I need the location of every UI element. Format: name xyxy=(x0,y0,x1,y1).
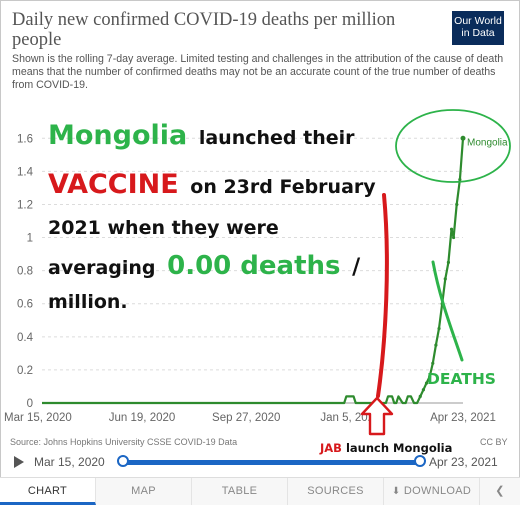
chart-subtitle: Shown is the rolling 7-day average. Limi… xyxy=(12,53,504,91)
timeline-start-label: Mar 15, 2020 xyxy=(34,455,105,469)
series-line-mongolia xyxy=(42,138,465,405)
series-point xyxy=(434,343,438,347)
red-arrow-line xyxy=(376,193,389,398)
series-point xyxy=(458,178,462,182)
series-point xyxy=(455,202,459,207)
series-point xyxy=(431,361,435,365)
timeline-slider[interactable] xyxy=(122,460,420,465)
tab-bar: CHART MAP TABLE SOURCES ⬇ DOWNLOAD ❮ xyxy=(0,477,520,505)
y-tick-label: 0 xyxy=(27,398,33,410)
up-arrow-icon xyxy=(360,396,394,436)
share-button[interactable]: ❮ xyxy=(480,478,520,505)
play-icon[interactable] xyxy=(14,456,24,468)
series-point xyxy=(449,227,454,231)
series-point xyxy=(424,381,429,385)
y-tick-label: 1.6 xyxy=(17,133,33,145)
timeline-start-handle[interactable] xyxy=(117,455,129,467)
tab-download[interactable]: ⬇ DOWNLOAD xyxy=(384,478,480,505)
annotation-line-3: 2021 when they were xyxy=(48,217,279,239)
series-point xyxy=(418,394,422,398)
series-point xyxy=(428,374,432,379)
series-end-label: Mongolia xyxy=(467,137,508,148)
series-point xyxy=(452,235,456,240)
series-end-point xyxy=(460,135,466,141)
y-tick-label: 1.4 xyxy=(17,166,34,178)
tab-map[interactable]: MAP xyxy=(96,478,192,505)
owid-logo[interactable]: Our World in Data xyxy=(452,11,504,45)
annotation-averaging: averaging 0.00 deaths / xyxy=(48,251,361,281)
annotation-country: Mongolia launched their xyxy=(48,120,355,151)
timeline-end-label: Apr 23, 2021 xyxy=(429,455,498,469)
license-badge[interactable]: CC BY xyxy=(480,437,508,447)
series-point xyxy=(446,260,451,264)
y-tick-label: 1.2 xyxy=(17,199,33,211)
series-point xyxy=(443,277,447,281)
jab-launch-label: JAB launch Mongolia xyxy=(320,441,453,455)
y-tick-label: 1 xyxy=(27,233,33,245)
annotation-vaccine: VACCINE on 23rd February xyxy=(48,169,376,200)
y-tick-label: 0.2 xyxy=(17,365,33,377)
share-icon: ❮ xyxy=(495,485,505,497)
y-axis: 0 0.2 0.4 0.6 0.8 1 1.2 1.4 1.6 xyxy=(17,133,34,410)
series-point xyxy=(437,326,441,331)
source-note[interactable]: Source: Johns Hopkins University CSSE CO… xyxy=(10,437,238,447)
series-layer: Mongolia xyxy=(42,135,508,405)
y-tick-label: 0.8 xyxy=(17,266,33,278)
y-tick-label: 0.4 xyxy=(17,332,34,344)
deaths-label: DEATHS xyxy=(427,370,496,388)
mongolia-circle xyxy=(395,109,511,183)
logo-line-2: in Data xyxy=(461,27,495,39)
download-icon: ⬇ xyxy=(391,486,401,497)
annotation-overlay: Mongolia launched their VACCINE on 23rd … xyxy=(48,109,511,436)
chart-plot: 0 0.2 0.4 0.6 0.8 1 1.2 1.4 1.6 Mar 15, 2020 Jun … xyxy=(4,109,511,436)
tab-chart[interactable]: CHART xyxy=(0,478,96,505)
chart-title: Daily new confirmed COVID-19 deaths per … xyxy=(12,10,396,50)
x-tick-label: Mar 15, 2020 xyxy=(4,412,72,424)
logo-line-1: Our World xyxy=(454,15,502,27)
x-tick-label: Apr 23, 2021 xyxy=(430,412,496,424)
x-tick-label: Sep 27, 2020 xyxy=(212,412,280,424)
tab-table[interactable]: TABLE xyxy=(192,478,288,505)
x-axis: Mar 15, 2020 Jun 19, 2020 Sep 27, 2020 Jan … xyxy=(4,412,496,424)
x-tick-label: Jun 19, 2020 xyxy=(109,412,176,424)
tab-sources[interactable]: SOURCES xyxy=(288,478,384,505)
series-point xyxy=(421,388,426,392)
green-arrow-line xyxy=(431,260,464,362)
annotation-million: million. xyxy=(48,291,128,313)
timeline-end-handle[interactable] xyxy=(414,455,426,467)
y-tick-label: 0.6 xyxy=(17,299,33,311)
